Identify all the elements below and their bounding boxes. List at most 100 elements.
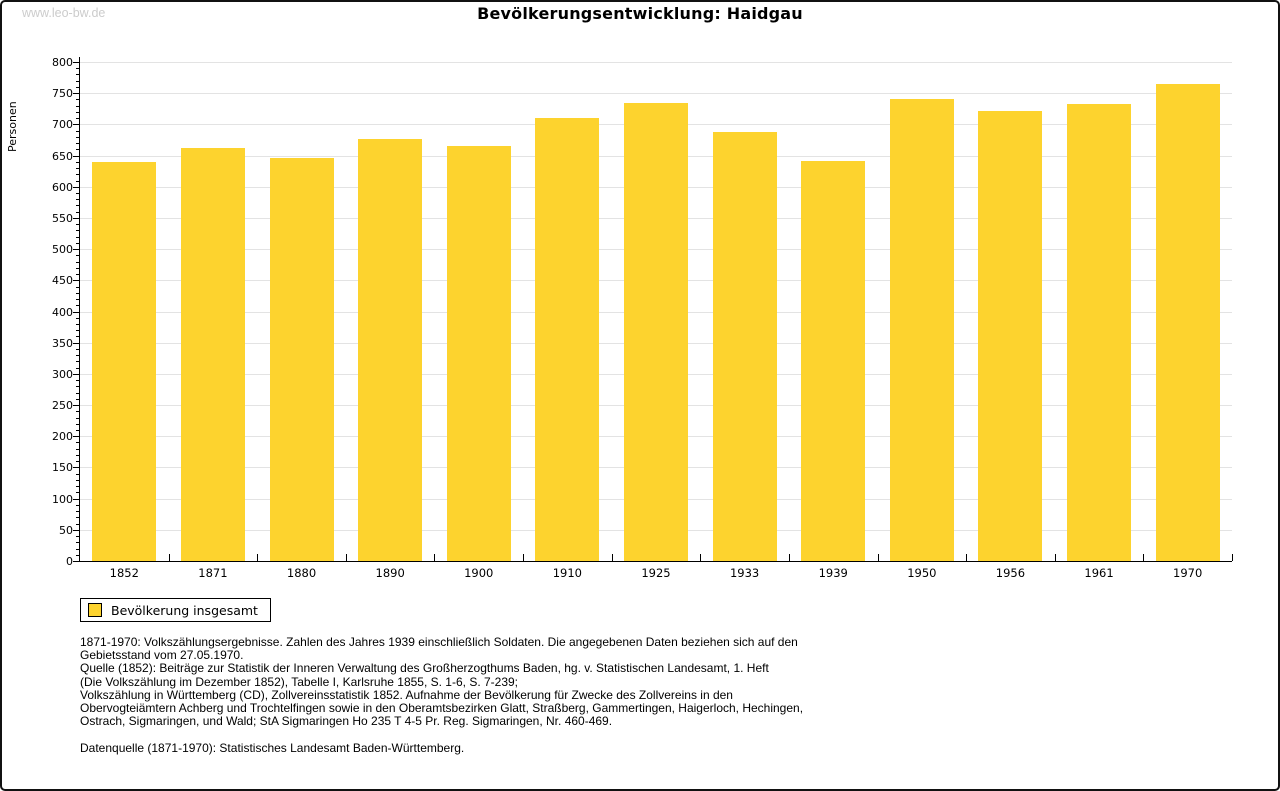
y-minor-tick <box>76 99 80 101</box>
y-major-tick <box>73 186 80 188</box>
x-tick-label: 1939 <box>818 566 848 580</box>
y-major-tick <box>73 155 80 157</box>
y-tick-label: 500 <box>52 243 73 257</box>
y-minor-tick <box>76 398 80 400</box>
y-major-tick <box>73 405 80 407</box>
y-minor-tick <box>76 430 80 431</box>
y-major-tick <box>73 342 80 344</box>
y-major-tick <box>73 249 80 251</box>
footnote-line: Ostrach, Sigmaringen, und Wald; StA Sigm… <box>80 714 613 729</box>
y-minor-tick <box>76 517 80 519</box>
x-tick-label: 1950 <box>907 566 937 580</box>
y-minor-tick <box>76 473 80 475</box>
y-major-tick <box>73 217 80 219</box>
y-major-tick <box>73 529 80 531</box>
x-tick <box>966 554 968 561</box>
y-minor-tick <box>76 486 80 488</box>
y-minor-tick <box>76 448 80 450</box>
y-minor-tick <box>76 492 80 494</box>
gridline <box>80 62 1232 63</box>
bar-1900[interactable] <box>446 146 511 561</box>
y-minor-tick <box>76 542 80 544</box>
y-minor-tick <box>76 423 80 425</box>
bar-1961[interactable] <box>1067 103 1132 561</box>
x-tick <box>1143 554 1145 561</box>
x-tick-label: 1890 <box>375 566 405 580</box>
y-minor-tick <box>76 174 80 176</box>
y-tick-label: 250 <box>52 399 73 413</box>
y-minor-tick <box>76 274 80 276</box>
x-tick-label: 1961 <box>1084 566 1114 580</box>
y-axis-line <box>79 57 80 562</box>
y-minor-tick <box>76 192 80 194</box>
y-major-tick <box>73 311 80 313</box>
y-tick-label: 550 <box>52 211 73 225</box>
y-minor-tick <box>76 136 80 138</box>
y-minor-tick <box>76 511 80 513</box>
bar-1956[interactable] <box>978 111 1043 561</box>
y-minor-tick <box>76 143 80 145</box>
y-minor-tick <box>76 149 80 151</box>
y-minor-tick <box>76 442 80 444</box>
chart-title: Bevölkerungsentwicklung: Haidgau <box>477 4 803 23</box>
footnote-line: 1871-1970: Volkszählungsergebnisse. Zahl… <box>80 635 798 649</box>
y-minor-tick <box>76 299 80 301</box>
bar-1890[interactable] <box>358 138 423 561</box>
y-minor-tick <box>76 211 80 213</box>
y-tick-label: 300 <box>52 367 73 381</box>
bar-1950[interactable] <box>889 99 954 561</box>
y-major-tick <box>73 561 80 562</box>
y-major-tick <box>73 93 80 95</box>
y-minor-tick <box>76 305 80 307</box>
x-tick-label: 1933 <box>729 566 760 580</box>
y-tick-label: 700 <box>52 118 73 132</box>
y-minor-tick <box>76 461 80 463</box>
bar-1880[interactable] <box>269 158 334 561</box>
x-tick <box>168 554 170 561</box>
y-minor-tick <box>76 417 80 419</box>
y-minor-tick <box>76 230 80 232</box>
y-minor-tick <box>76 80 80 82</box>
y-minor-tick <box>76 536 80 538</box>
x-axis-line <box>79 561 1232 562</box>
x-tick <box>1054 554 1056 561</box>
y-minor-tick <box>76 292 80 294</box>
bar-1933[interactable] <box>712 132 777 561</box>
y-minor-tick <box>76 504 80 506</box>
y-tick-label: 600 <box>52 180 73 194</box>
bar-1852[interactable] <box>92 161 157 561</box>
y-minor-tick <box>76 130 80 132</box>
y-minor-tick <box>76 267 80 269</box>
site-watermark: www.leo-bw.de <box>22 6 106 20</box>
y-tick-label: 100 <box>52 492 73 506</box>
y-minor-tick <box>76 236 80 238</box>
bar-1970[interactable] <box>1155 83 1220 561</box>
y-tick-label: 650 <box>52 149 73 163</box>
y-minor-tick <box>76 392 80 394</box>
x-tick <box>345 554 347 561</box>
y-minor-tick <box>76 454 80 456</box>
bar-1925[interactable] <box>624 103 688 561</box>
x-tick <box>523 554 525 561</box>
x-tick-label: 1880 <box>286 566 317 580</box>
y-minor-tick <box>76 111 80 113</box>
footnote-line: Volkszählung in Württemberg (CD), Zollve… <box>80 687 733 702</box>
legend: Bevölkerung insgesamt <box>80 598 271 622</box>
bar-1871[interactable] <box>180 148 245 561</box>
y-minor-tick <box>76 523 80 525</box>
bar-1939[interactable] <box>801 160 866 561</box>
y-tick-label: 0 <box>66 555 73 568</box>
x-tick-label: 1852 <box>109 566 139 580</box>
y-tick-label: 50 <box>59 523 73 537</box>
y-minor-tick <box>76 242 80 244</box>
legend-label: Bevölkerung insgesamt <box>111 602 258 618</box>
y-minor-tick <box>76 74 80 76</box>
bar-1910[interactable] <box>535 118 600 561</box>
x-tick <box>877 554 879 561</box>
x-tick-label: 1956 <box>995 566 1026 580</box>
y-minor-tick <box>76 199 80 201</box>
x-tick-label: 1910 <box>552 566 582 580</box>
y-major-tick <box>73 62 80 63</box>
y-minor-tick <box>76 367 80 369</box>
